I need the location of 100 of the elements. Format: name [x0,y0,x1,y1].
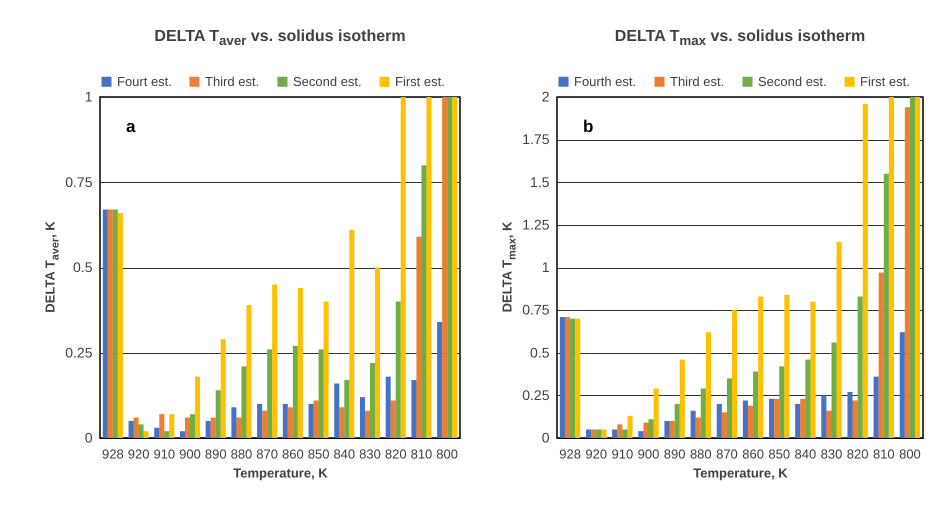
bar [874,376,879,438]
bar [437,322,442,438]
bar [159,414,164,438]
bar [722,412,727,438]
x-tick-label: 830 [359,446,381,462]
bar [716,404,722,438]
bar [779,366,784,438]
bar [390,400,396,438]
bar [180,431,185,438]
bar [805,360,810,438]
bar [700,388,706,438]
y-tick-label: 0 [542,430,550,446]
bar [674,404,680,438]
bar [784,294,790,438]
bar [690,410,696,438]
bar [349,230,354,438]
x-tick-label: 910 [153,446,176,462]
bar [112,210,118,438]
bar [847,392,853,438]
bar [910,97,916,438]
bar [262,410,268,438]
y-tick-label: 2 [542,88,550,104]
bar [836,242,842,438]
legend-label: Fourth est. [574,74,636,89]
bar [396,302,401,438]
bar [800,398,806,438]
bar [742,400,748,438]
bar [298,288,303,438]
bar [339,407,344,438]
bar [915,97,920,438]
bar [575,318,580,438]
x-tick-label: 928 [559,446,581,462]
bar [426,97,432,438]
bar [334,383,340,438]
bar [706,332,711,438]
bar [364,410,370,438]
y-tick-label: 0 [84,430,93,446]
bar [102,210,108,438]
bar [118,212,123,438]
bar [570,318,576,438]
bar [292,346,298,438]
x-tick-label: 890 [664,446,686,462]
x-tick-label: 870 [256,446,278,462]
x-axis-title: Temperature, K [233,466,328,480]
x-tick-label: 850 [768,446,790,462]
bar [344,380,350,438]
bar [138,424,144,438]
bar [696,418,701,438]
bar [826,410,832,438]
bar [128,420,134,438]
x-tick-label: 880 [690,446,712,462]
x-tick-label: 860 [742,446,764,462]
x-tick-label: 850 [308,446,330,462]
bar [411,380,416,438]
legend-label: Second est. [758,74,827,89]
bar [726,378,732,438]
x-tick-label: 890 [204,446,227,462]
bar [596,429,602,438]
x-tick-label: 920 [585,446,608,462]
bar [442,97,448,438]
bar [236,418,242,438]
x-tick-label: 840 [333,446,356,462]
bar [904,107,910,438]
x-tick-label: 900 [179,446,201,462]
x-tick-label: 820 [384,446,407,462]
bar [416,236,422,438]
bar [169,414,174,438]
bar [888,97,894,438]
bar [314,400,319,438]
legend-label: Third est. [670,74,724,89]
bar [360,397,365,438]
bar [748,406,754,438]
bar [648,419,654,438]
bar [852,400,858,438]
y-tick-label: 1 [84,88,93,104]
bar [862,104,868,438]
bar [810,302,816,438]
annotation: a [126,117,136,136]
bar [670,420,675,438]
x-tick-label: 830 [820,446,842,462]
bar [612,429,618,438]
bar [267,349,272,438]
bar [324,302,329,438]
bar [832,342,837,438]
bar [622,429,628,438]
bar [638,431,644,438]
x-axis-title: Temperature, K [693,466,788,480]
x-tick-label: 800 [899,446,921,462]
bar [375,268,380,438]
legend-label: Third est. [205,74,260,89]
chart-title: DELTA T$_{max}$ vs. solidus isotherm [614,28,866,48]
x-tick-label: 900 [638,446,660,462]
x-tick-label: 820 [846,446,868,462]
bar [134,418,139,438]
y-tick-label: 0.5 [73,259,93,275]
bar [282,404,288,438]
bar [680,360,685,438]
bar [591,429,596,438]
x-tick-label: 920 [128,446,150,462]
bar [210,418,216,438]
